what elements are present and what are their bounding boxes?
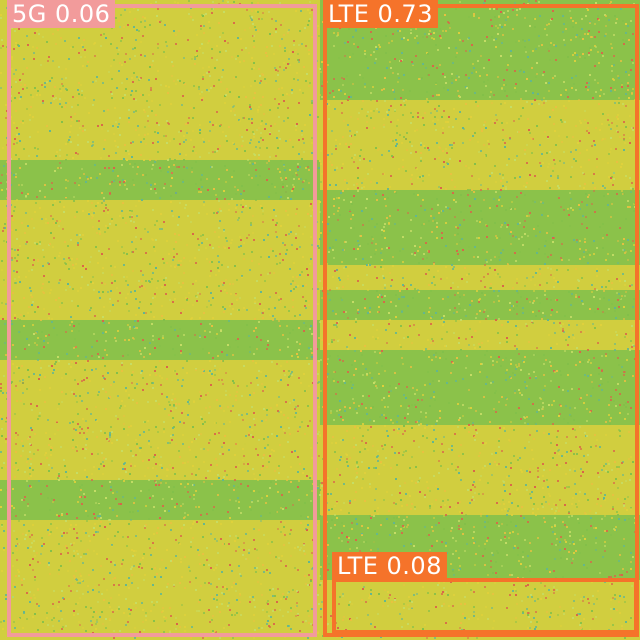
spectrogram-band [320, 265, 640, 290]
spectrogram-band [0, 520, 320, 640]
spectrogram-band [320, 350, 640, 425]
spectrogram-band [320, 320, 640, 350]
detection-label-5g: 5G 0.06 [7, 0, 116, 28]
detection-box-lte-large [323, 4, 639, 637]
spectrogram-band [320, 100, 640, 190]
detection-box-5g [7, 4, 317, 637]
detection-label-lte-small: LTE 0.08 [332, 552, 447, 580]
spectrogram-band [320, 290, 640, 320]
detection-box-lte-small [332, 578, 638, 634]
spectrogram-band [320, 425, 640, 515]
spectrogram-band [0, 480, 320, 520]
detection-label-lte-large: LTE 0.73 [323, 0, 438, 28]
